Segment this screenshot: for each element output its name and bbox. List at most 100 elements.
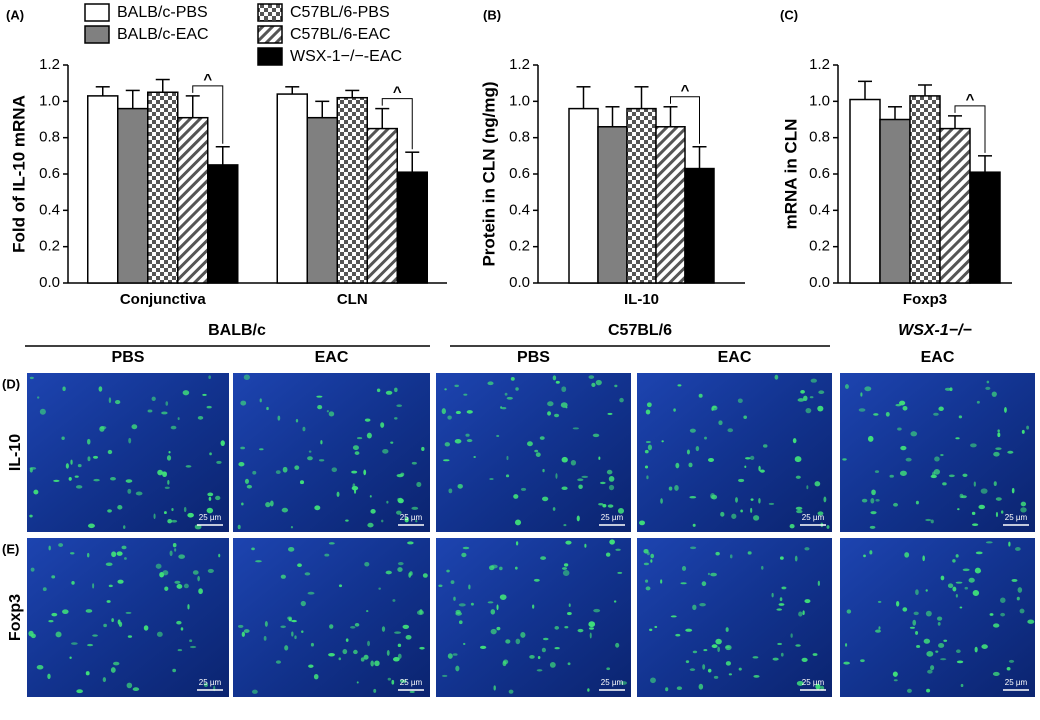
cell [675,462,680,469]
scale-bar-label: 25 µm [400,513,423,522]
cell [117,619,121,625]
cell [143,625,149,631]
cell [940,658,947,661]
cell [397,561,404,566]
cell [1000,612,1006,617]
bar [969,171,1001,284]
cell [62,386,66,392]
cell [153,513,156,520]
cell [810,378,817,383]
cell [846,609,852,614]
cell [480,645,487,650]
cell [70,552,75,555]
cell [177,648,183,652]
cell [123,525,126,529]
bar [597,126,628,284]
cell [415,520,418,523]
cell [107,509,112,513]
cell [356,681,359,684]
cell [804,599,811,604]
cell [36,396,40,399]
cell [515,638,521,645]
cell [336,491,340,497]
cell [438,584,443,587]
cell [587,688,590,692]
cell [955,581,963,584]
scale-bar-label: 25 µm [802,513,825,522]
y-tick-label: 0.0 [509,274,530,291]
cell [542,468,545,473]
cell [589,632,592,639]
cell [496,434,500,437]
cell [450,580,455,585]
cell [702,664,706,670]
cell [902,405,908,411]
micrograph: 25 µm [637,373,832,532]
cell [1004,407,1007,413]
cell [29,514,33,518]
cell [238,461,245,467]
y-axis-label: mRNA in CLN [781,119,800,230]
cell [644,465,649,469]
y-tick-label: 0.6 [509,165,530,182]
cell [301,630,304,634]
cell [55,631,62,638]
cell [111,551,117,558]
cell [176,620,182,625]
cell [934,456,940,462]
bar [276,93,308,284]
cell [411,506,419,510]
cell [529,655,535,659]
cell [505,474,510,478]
legend-label: WSX-1−/−-EAC [290,48,402,65]
cell [660,498,663,504]
cell [589,627,595,630]
cell [614,384,618,388]
micrograph-background [637,373,832,532]
cell [607,504,614,508]
cell [107,449,113,455]
cell [792,438,797,444]
cell [422,573,428,578]
cell [92,634,98,637]
cell [795,644,801,647]
cell [394,631,402,634]
cell [676,686,683,691]
cell [161,411,168,415]
cell [290,526,294,529]
cell [536,669,543,672]
cell [926,650,934,657]
cell [902,607,908,612]
cell [698,683,704,690]
cell [252,470,257,475]
cell [165,401,169,406]
micrograph-background [436,373,631,532]
cell [47,673,51,680]
cell [147,409,153,413]
cell [993,451,1000,457]
cell [680,582,687,585]
cell [455,609,461,614]
cell [48,619,54,623]
cell [527,441,533,447]
cell [299,480,305,485]
cell [208,375,211,379]
cell [962,568,970,572]
cell [971,523,979,527]
cell [202,393,207,396]
cell [646,551,650,556]
cell [386,649,390,656]
cell [51,612,58,617]
cell [1000,597,1006,603]
cell [646,402,652,408]
cell [577,478,584,482]
cell [747,551,752,555]
cell [291,619,297,623]
cell [87,438,91,445]
cell [218,553,221,558]
cell [689,496,697,499]
cell [964,586,969,590]
y-tick-label: 0.2 [509,238,530,255]
cell [980,488,988,494]
cell [976,400,980,404]
